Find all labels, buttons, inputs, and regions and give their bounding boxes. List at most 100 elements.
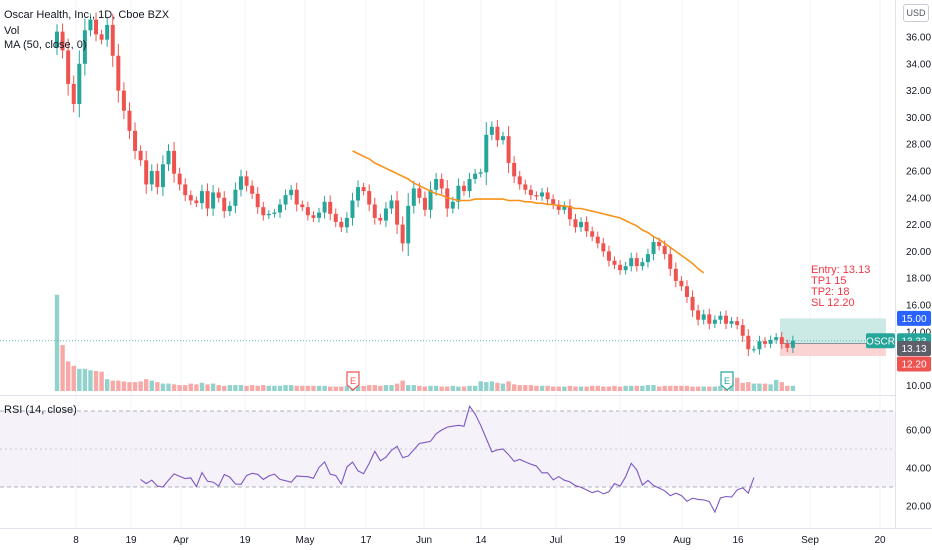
volume-bar [311,385,316,391]
candle [266,213,271,216]
candle [489,126,494,135]
price-tick-label: 26.00 [906,167,931,178]
volume-bar [768,384,773,391]
volume-bar [333,386,338,391]
volume-bar [261,385,266,391]
candle [205,191,210,209]
candle [623,266,628,271]
volume-bar [500,383,506,391]
candle [612,260,617,265]
volume-bar [679,385,684,391]
volume-bar [528,385,534,391]
volume-bar [389,385,394,391]
volume-bar [629,385,634,391]
volume-legend[interactable]: Vol [4,25,20,37]
candle [763,341,768,344]
volume-bar [718,385,723,391]
time-axis[interactable]: 8 19 Apr 19 May 17 Jun 14 Jul 19 Aug 16 Sep 20 [73,535,886,546]
candle [774,337,779,340]
stop-loss-zone[interactable] [780,343,886,356]
volume-bar [740,382,745,391]
candle [556,204,561,210]
candle [166,150,171,165]
long-position-tool[interactable] [0,318,895,356]
candle [640,262,645,267]
candle [579,221,584,228]
volume-bar [567,385,573,391]
candle [634,258,639,267]
volume-bar [785,385,790,391]
ma-legend[interactable]: MA (50, close, 0) [4,39,87,51]
candle [378,217,383,221]
grid [75,0,881,528]
candle [534,195,539,197]
volume-bar [662,385,667,391]
volume-bar [445,386,450,391]
price-tick-label: 32.00 [906,86,931,97]
volume-bar [194,384,199,391]
candle [512,162,517,177]
candle [573,219,578,228]
candle [261,207,266,216]
earnings-icon[interactable] [720,371,734,391]
candle [696,310,701,320]
candle [183,184,188,196]
volume-bar [138,381,143,391]
candle [668,254,673,269]
candle [562,205,567,210]
time-tick-label: 20 [874,535,886,546]
currency-button[interactable]: USD [903,4,929,22]
candle [144,160,149,185]
volume-bar [77,368,82,391]
volume-bar [584,386,589,391]
candle [216,192,221,198]
volume-bar [322,385,327,391]
time-tick-label: 8 [73,535,79,546]
candle [428,189,433,210]
volume-bar [673,385,679,391]
candle [740,325,745,336]
volume-bar [177,385,182,391]
candle [88,19,93,31]
volume-bar [411,385,416,391]
rsi-line [140,405,755,514]
earnings-icon[interactable] [346,371,360,391]
candle [82,30,87,64]
volume-bar [121,381,127,391]
time-tick-label: 14 [475,535,487,546]
candle [110,24,115,56]
candle [757,341,762,350]
symbol-legend[interactable]: Oscar Health, Inc., 1D, Cboe BZX [4,9,170,21]
candle [406,205,411,244]
volume-bar [378,385,383,391]
volume-bar [545,385,550,391]
candle [551,199,556,205]
candle [255,193,260,208]
candle [121,90,126,111]
candle [116,55,121,91]
candle [456,185,461,202]
volume-bar [550,386,556,391]
volume-bar [277,385,283,391]
candle [735,321,740,326]
candle [645,254,650,263]
volume-bar [188,383,193,391]
volume-bar [394,383,400,391]
candle [790,340,795,348]
volume-bar [199,382,205,391]
rsi-legend[interactable]: RSI (14, close) [4,404,77,416]
volume-bar [233,385,238,391]
candle [372,204,377,218]
candle [484,134,489,173]
rsi-tick-label: 60.00 [906,426,931,437]
price-axis[interactable]: 36.00 34.00 32.00 30.00 28.00 26.00 24.00 22.00… [906,33,931,392]
volume-bar [439,386,444,391]
volume-bar [701,386,706,391]
time-tick-label: 17 [360,535,372,546]
volume-bar [205,384,210,391]
rsi-axis[interactable]: 60.00 40.00 20.00 [906,426,931,513]
candle [567,205,572,220]
